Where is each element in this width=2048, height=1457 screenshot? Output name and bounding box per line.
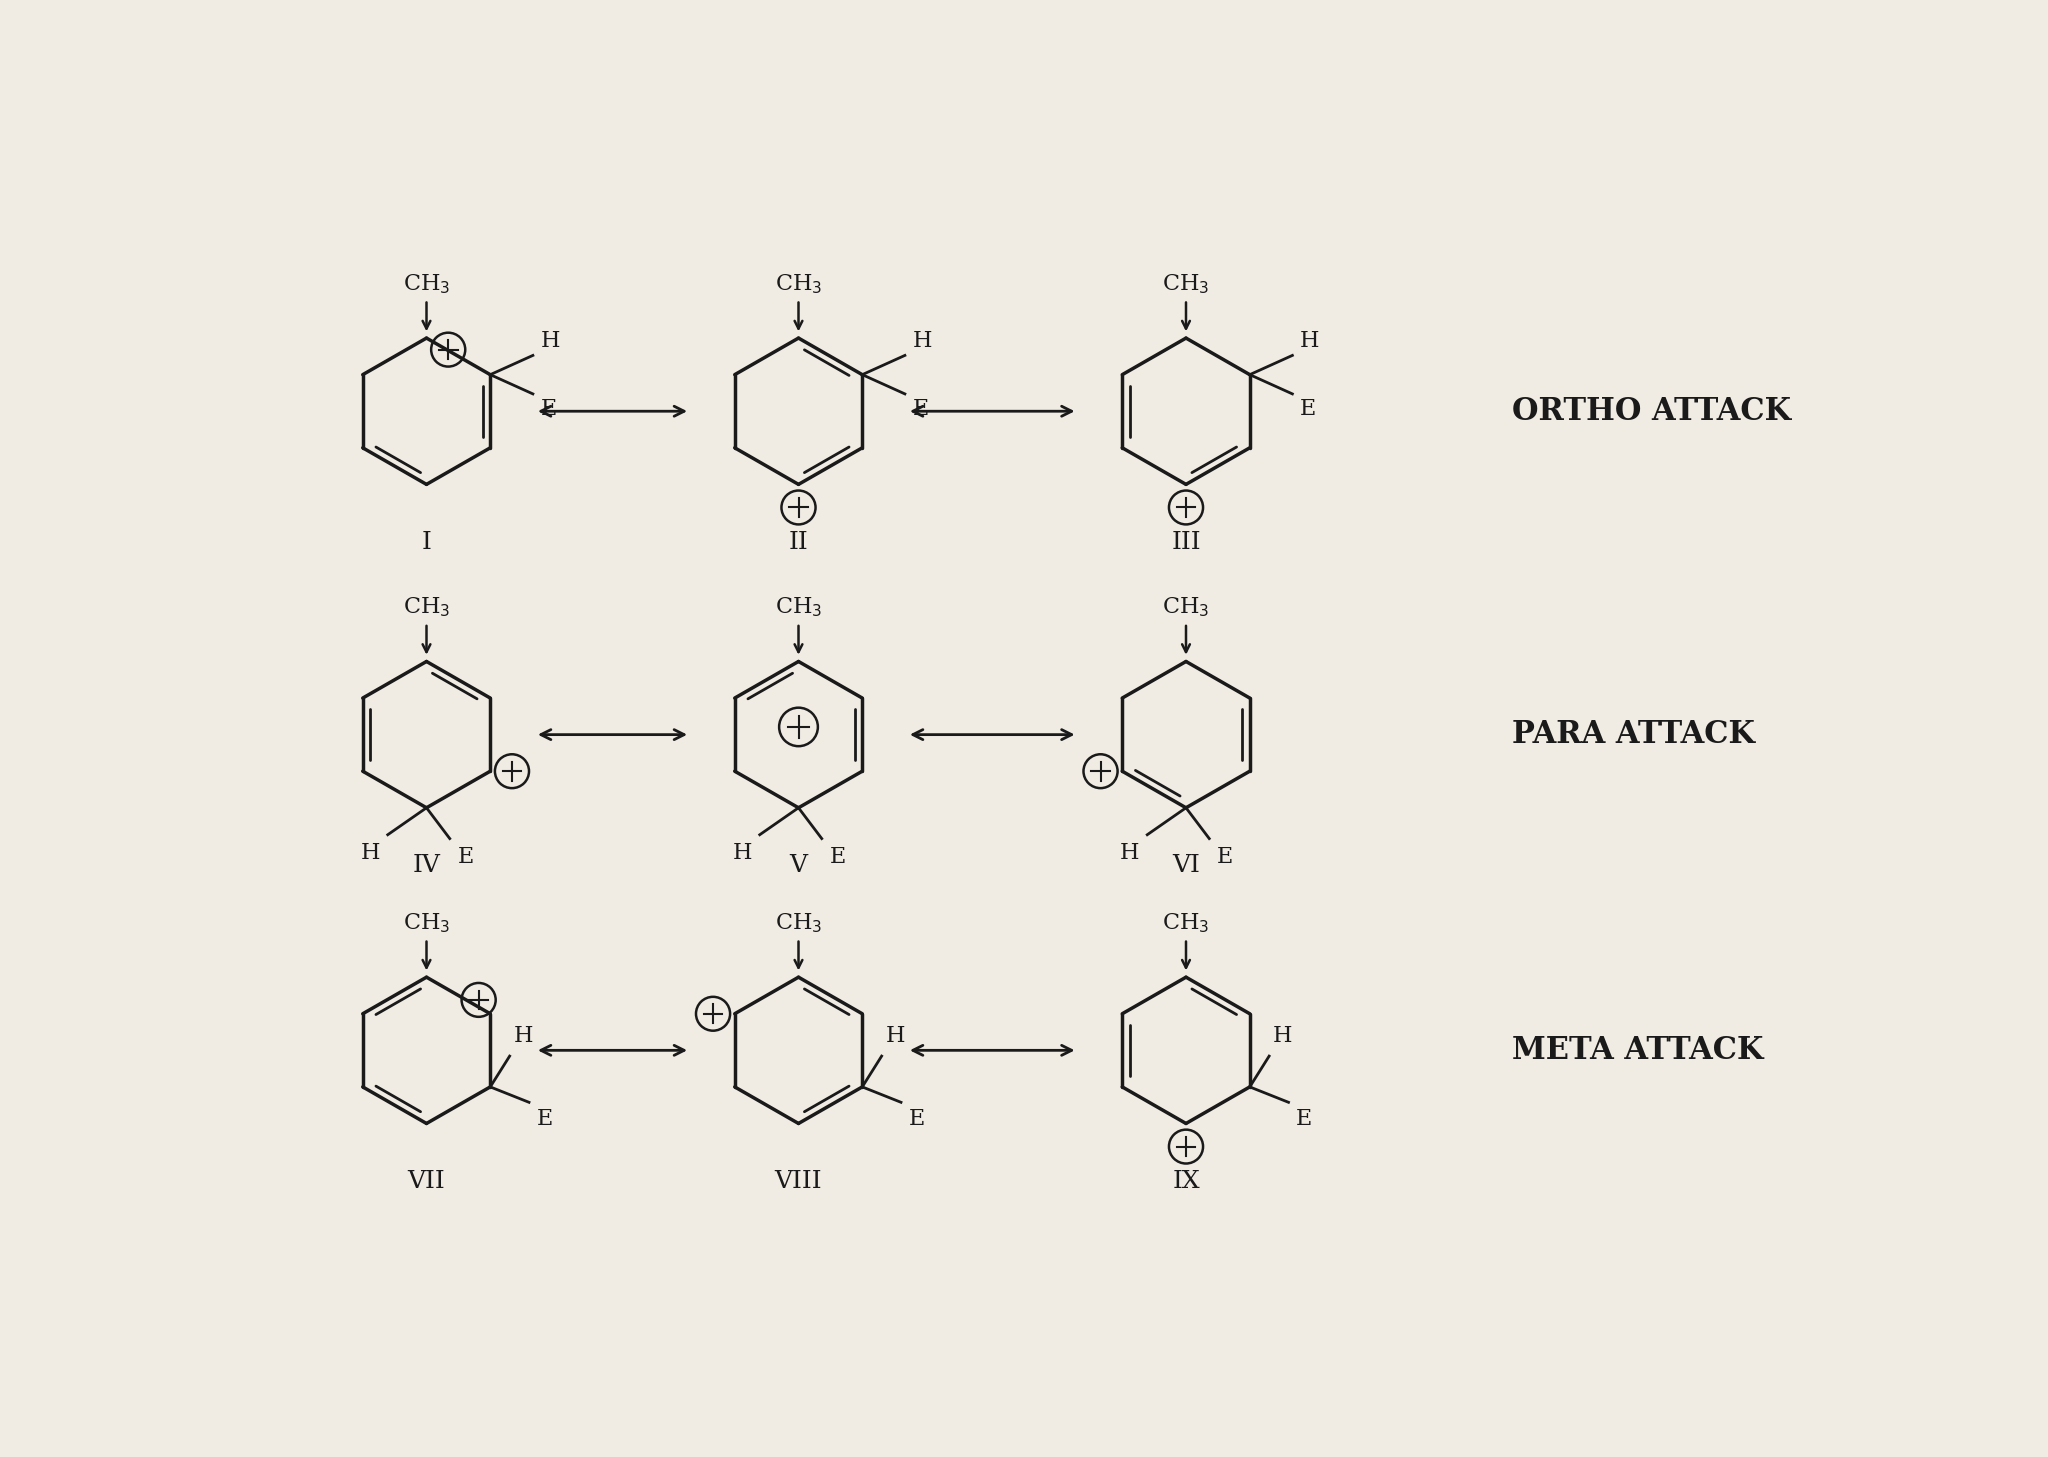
Text: CH$_3$: CH$_3$ (774, 272, 821, 296)
Text: V: V (788, 854, 807, 877)
Text: CH$_3$: CH$_3$ (403, 596, 451, 619)
Text: IV: IV (412, 854, 440, 877)
Text: E: E (1300, 398, 1317, 420)
Text: II: II (788, 530, 809, 554)
Text: CH$_3$: CH$_3$ (774, 911, 821, 935)
Text: E: E (913, 398, 930, 420)
Text: H: H (913, 329, 932, 351)
Text: E: E (537, 1109, 553, 1131)
Text: E: E (1296, 1109, 1313, 1131)
Text: E: E (909, 1109, 926, 1131)
Text: VIII: VIII (774, 1170, 823, 1193)
Text: CH$_3$: CH$_3$ (774, 596, 821, 619)
Text: CH$_3$: CH$_3$ (1163, 272, 1210, 296)
Text: VI: VI (1171, 854, 1200, 877)
Text: CH$_3$: CH$_3$ (1163, 911, 1210, 935)
Text: CH$_3$: CH$_3$ (403, 272, 451, 296)
Text: I: I (422, 530, 432, 554)
Text: H: H (885, 1024, 905, 1048)
Text: CH$_3$: CH$_3$ (403, 911, 451, 935)
Text: H: H (733, 842, 752, 864)
Text: E: E (1217, 847, 1233, 868)
Text: H: H (514, 1024, 532, 1048)
Text: E: E (541, 398, 557, 420)
Text: E: E (457, 847, 473, 868)
Text: E: E (829, 847, 846, 868)
Text: VII: VII (408, 1170, 444, 1193)
Text: PARA ATTACK: PARA ATTACK (1511, 720, 1755, 750)
Text: H: H (1274, 1024, 1292, 1048)
Text: H: H (541, 329, 561, 351)
Text: H: H (1300, 329, 1319, 351)
Text: H: H (1120, 842, 1139, 864)
Text: H: H (360, 842, 381, 864)
Text: CH$_3$: CH$_3$ (1163, 596, 1210, 619)
Text: III: III (1171, 530, 1200, 554)
Text: IX: IX (1171, 1170, 1200, 1193)
Text: ORTHO ATTACK: ORTHO ATTACK (1511, 396, 1790, 427)
Text: META ATTACK: META ATTACK (1511, 1034, 1763, 1067)
